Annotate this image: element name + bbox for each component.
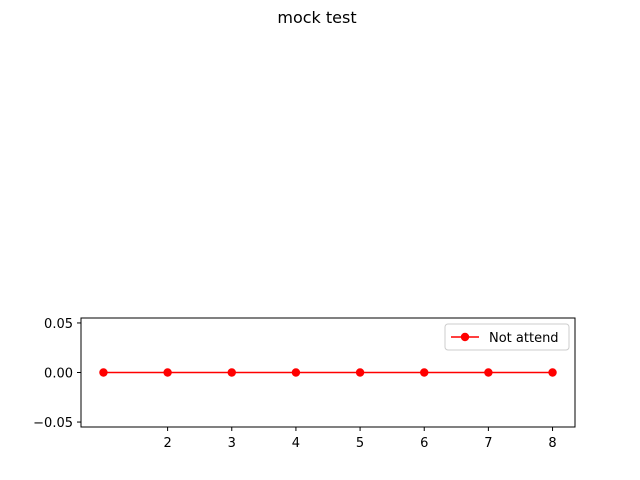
y-axis: 0.05 0.00 −0.05	[33, 317, 81, 431]
data-point	[420, 368, 429, 377]
legend-label: Not attend	[489, 331, 559, 346]
x-tick-label: 3	[228, 436, 236, 451]
data-point	[355, 368, 365, 377]
series-group	[99, 368, 557, 377]
data-point	[99, 368, 108, 377]
x-tick-label: 2	[163, 436, 171, 451]
x-tick-label: 7	[484, 436, 492, 451]
y-tick-label: 0.00	[44, 367, 73, 382]
x-tick-label: 5	[356, 436, 364, 451]
plot-area: 2 3 4 5 6 7 8 0.05 0.00 −0.05 Not attend	[33, 317, 576, 451]
legend-box	[444, 323, 570, 351]
data-point	[484, 368, 493, 377]
chart-title: mock test	[277, 8, 356, 27]
y-tick-label: −0.05	[33, 416, 73, 431]
x-tick-label: 4	[292, 436, 300, 451]
data-point	[163, 368, 172, 377]
data-point	[227, 368, 236, 377]
data-point	[548, 368, 557, 377]
data-point	[291, 368, 301, 377]
x-axis: 2 3 4 5 6 7 8	[163, 427, 557, 451]
y-tick-label: 0.05	[44, 317, 73, 332]
legend-marker	[460, 332, 470, 342]
x-tick-label: 6	[420, 436, 428, 451]
legend: Not attend	[444, 323, 570, 351]
x-tick-label: 8	[548, 436, 556, 451]
